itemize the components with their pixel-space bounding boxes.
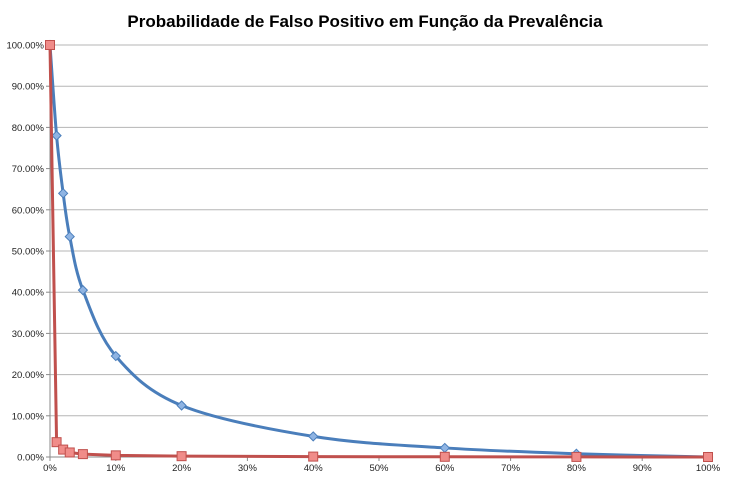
- x-tick-label: 50%: [369, 463, 389, 474]
- x-tick-label: 0%: [43, 463, 57, 474]
- y-tick-labels: 0.00% 10.00% 20.00% 30.00% 40.00% 50.00% 60.00…: [6, 41, 44, 464]
- data-point-square: [51, 437, 62, 448]
- series-line: [48, 43, 710, 459]
- chart-title: Probabilidade de Falso Positivo em Funçã…: [127, 12, 603, 31]
- x-tick-label: 40%: [304, 463, 324, 474]
- x-tick-label: 70%: [501, 463, 521, 474]
- x-tick-label: 60%: [435, 463, 455, 474]
- data-point-diamond: [176, 400, 187, 411]
- y-tick-label: 90.00%: [12, 82, 45, 93]
- y-tick-label: 0.00%: [17, 453, 44, 464]
- x-tick-label: 30%: [238, 463, 258, 474]
- data-point-diamond: [110, 350, 122, 362]
- plot-series: [44, 39, 714, 463]
- data-point-square: [110, 450, 121, 461]
- y-tick-label: 40.00%: [12, 288, 45, 299]
- y-tick-label: 50.00%: [12, 247, 45, 258]
- axes: [46, 44, 709, 461]
- y-tick-label: 80.00%: [12, 123, 45, 134]
- y-tick-label: 10.00%: [12, 411, 45, 422]
- data-point-square: [308, 451, 319, 462]
- x-tick-label: 80%: [567, 463, 587, 474]
- data-point-square: [176, 451, 187, 462]
- x-tick-label: 10%: [106, 463, 126, 474]
- y-tick-label: 20.00%: [12, 370, 45, 381]
- data-point-square: [571, 451, 582, 462]
- y-tick-label: 100.00%: [6, 41, 44, 52]
- data-point-diamond: [77, 284, 89, 296]
- x-tick-label: 90%: [633, 463, 653, 474]
- series-2: [45, 40, 713, 462]
- data-point-diamond: [51, 130, 62, 141]
- data-point-diamond: [57, 188, 69, 199]
- data-point-diamond: [307, 431, 319, 442]
- grid: [50, 44, 708, 417]
- data-point-square: [77, 449, 88, 460]
- x-tick-label: 100%: [696, 463, 721, 474]
- data-point-diamond: [64, 231, 75, 242]
- data-point-square: [703, 452, 713, 462]
- x-tick-labels: 0% 10% 20% 30% 40% 50% 60% 70% 80% 90% 100%: [43, 463, 721, 474]
- y-tick-label: 60.00%: [12, 205, 45, 216]
- y-tick-label: 30.00%: [12, 329, 45, 340]
- data-point-diamond: [439, 442, 451, 454]
- data-point-square: [64, 447, 75, 458]
- data-point-square: [45, 40, 55, 50]
- data-point-square: [439, 451, 450, 462]
- y-tick-label: 70.00%: [12, 164, 45, 175]
- x-tick-label: 20%: [172, 463, 192, 474]
